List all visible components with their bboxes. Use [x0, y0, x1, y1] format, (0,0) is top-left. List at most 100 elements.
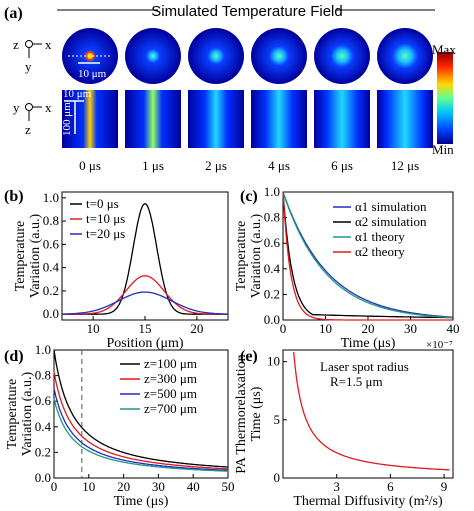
x-tick-label: 3: [333, 479, 340, 494]
scale-label-bottom-x: 10 μm: [63, 88, 92, 100]
y-tick-label: 5: [274, 412, 281, 427]
colorbar: [437, 52, 453, 144]
legend-entry: α2 simulation: [355, 214, 427, 229]
y-axis-label: Time (μs): [249, 386, 264, 441]
y-axis-label: Temperature: [13, 221, 28, 292]
legend-entry: z=500 μm: [144, 386, 197, 401]
y-tick-label: 1.0: [264, 184, 280, 199]
panel-d-label: (d): [4, 348, 24, 365]
heat-line-row: [62, 90, 433, 148]
y-tick-label: 0.0: [35, 470, 51, 485]
scale-label-bottom-z: 100 μm: [61, 102, 73, 136]
series-line: [282, 191, 453, 321]
y-tick-label: 0.4: [43, 260, 60, 275]
series-line: [282, 191, 453, 319]
x-tick-label: 30: [404, 321, 417, 336]
heat-slice: [251, 90, 307, 148]
time-label: 4 μs: [268, 158, 290, 173]
title-bg: [158, 2, 336, 20]
axis-x-top: x: [45, 37, 52, 52]
bottom-axes-glyph: y x z: [13, 100, 52, 137]
x-tick-label: 6: [387, 479, 394, 494]
heat-slice: [62, 90, 118, 148]
y-axis-label: PA Thermorelaxation: [234, 354, 249, 473]
panel-e-annotation-2: R=1.5 μm: [330, 374, 383, 389]
axis-y-top: y: [25, 59, 32, 74]
heat-disc: [188, 28, 244, 84]
time-label: 1 μs: [142, 158, 164, 173]
panel-e-annotation-1: Laser spot radius: [320, 359, 409, 374]
heat-slice: [314, 90, 370, 148]
panel-a-title: Simulated Temperature Field: [151, 3, 342, 20]
x-tick-label: 50: [222, 479, 235, 494]
heat-disc: [314, 28, 370, 84]
time-label: 12 μs: [391, 158, 419, 173]
y-tick-label: 0.6: [43, 236, 60, 251]
x-axis-label: Time (μs): [114, 494, 169, 509]
panel-e-label: (e): [240, 348, 258, 365]
y-axis-label: Temperature: [5, 379, 20, 450]
x-tick-label: 0: [280, 321, 287, 336]
legend-entry: z=300 μm: [144, 371, 197, 386]
y-tick-label: 0.0: [264, 312, 280, 327]
axis-x-bottom: x: [45, 100, 52, 115]
heat-disc: [251, 28, 307, 84]
heat-slice: [188, 90, 244, 148]
x-tick-label: 40: [187, 479, 200, 494]
panel-d-chart: 0 10 20 30 40 50 0.0 0.2 0.4 0.6 0.8 1.0 Time (μs) Te…: [5, 342, 235, 509]
x-tick-label: 20: [190, 321, 203, 336]
series-line: [62, 275, 228, 315]
x-tick-label: 15: [139, 321, 152, 336]
x-tick-label: 40: [447, 321, 460, 336]
y-tick-label: 0.2: [43, 283, 59, 298]
x-tick-label: 9: [441, 479, 448, 494]
x-tick-label: 10: [319, 321, 332, 336]
legend-entry: z=700 μm: [144, 401, 197, 416]
axis-z-top: z: [13, 37, 19, 52]
time-label-row: 0 μs 1 μs 2 μs 4 μs 6 μs 12 μs: [79, 158, 419, 173]
y-tick-label: 0.4: [264, 261, 281, 276]
x-axis-label: Position (μm): [106, 336, 183, 351]
y-tick-label: 0.8: [43, 213, 59, 228]
x-tick-label: 10: [87, 321, 100, 336]
x-tick-label: 10: [82, 479, 95, 494]
heat-disc: [377, 28, 433, 84]
legend-entry: t=0 μs: [86, 196, 119, 211]
panel-b-chart: 10 15 20 0.0 0.2 0.4 0.6 0.8 1.0 Position (μm) Tem…: [13, 190, 229, 351]
x-tick-label: 20: [362, 321, 375, 336]
top-axes-glyph: z x y: [13, 37, 52, 74]
series-line: [282, 191, 453, 319]
y-tick-label: 0.8: [264, 210, 280, 225]
series-line: [53, 398, 228, 472]
x-tick-label: 20: [117, 479, 130, 494]
time-label: 0 μs: [79, 158, 101, 173]
plot-frame: [53, 349, 229, 479]
legend-entry: α2 theory: [355, 244, 405, 259]
y-tick-label: 0.6: [264, 235, 281, 250]
series-line: [62, 291, 228, 315]
heat-slice: [125, 90, 181, 148]
x-axis-label: Thermal Diffusivity (m²/s): [293, 494, 443, 509]
panel-c-label: (c): [240, 188, 258, 205]
x-tick-label: 0: [51, 479, 58, 494]
time-label: 6 μs: [331, 158, 353, 173]
series-line: [53, 371, 228, 470]
y-tick-label: 1.0: [43, 190, 59, 205]
y-axis-label: Variation (a.u.): [28, 213, 43, 298]
series-line: [53, 349, 228, 468]
heat-slice: [377, 90, 433, 148]
time-label: 2 μs: [205, 158, 227, 173]
y-tick-label: 0.2: [35, 444, 51, 459]
panel-e-chart: 3 6 9 0 5 10 Thermal Diffusivity (m²/s) PA Ther…: [234, 339, 454, 509]
panel-a: (a) Simulated Temperature Field z x y y …: [4, 2, 456, 173]
y-tick-label: 0.2: [264, 286, 280, 301]
panel-c-chart: 0 10 20 30 40 0.0 0.2 0.4 0.6 0.8 1.0 Time (μs) Temp…: [234, 184, 460, 351]
heat-disc: [125, 28, 181, 84]
axis-y-bottom: y: [13, 100, 20, 115]
axis-out-of-plane-icon: [25, 40, 33, 48]
axis-into-plane-icon: [25, 103, 33, 111]
series-line: [53, 388, 228, 471]
y-tick-label: 0.6: [35, 393, 52, 408]
x-tick-label: 30: [152, 479, 165, 494]
